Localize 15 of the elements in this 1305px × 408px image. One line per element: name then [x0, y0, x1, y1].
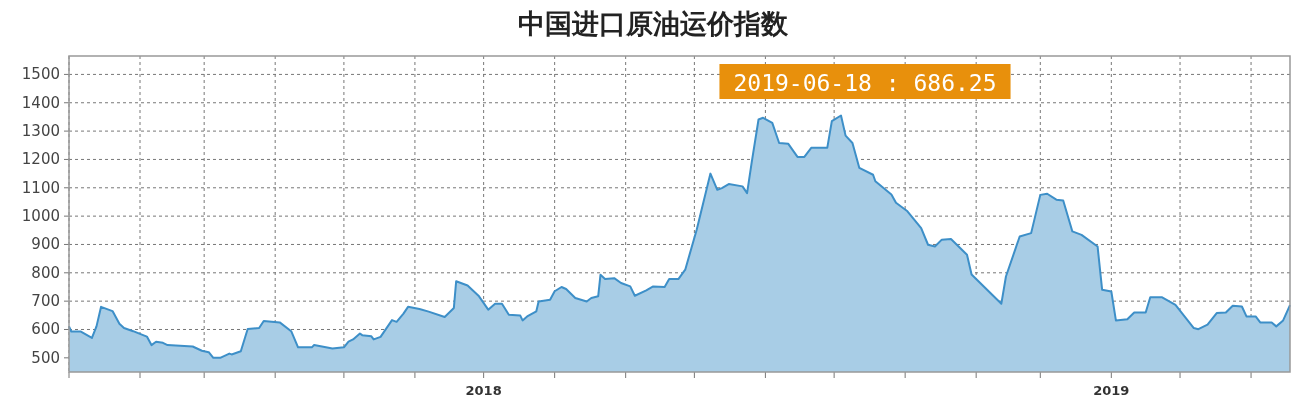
- y-tick-label: 800: [31, 263, 60, 282]
- x-tick-label: 2019: [1093, 383, 1130, 398]
- chart-title: 中国进口原油运价指数: [517, 8, 789, 39]
- y-tick-label: 900: [31, 235, 60, 254]
- y-tick-label: 1000: [21, 207, 60, 226]
- y-tick-label: 1200: [21, 150, 60, 169]
- y-tick-label: 1500: [21, 65, 60, 84]
- annotation: 2019-06-18 : 686.25: [733, 70, 997, 96]
- y-tick-label: 1300: [21, 122, 60, 141]
- y-tick-label: 1400: [21, 93, 60, 112]
- y-tick-label: 500: [31, 348, 60, 367]
- x-tick-label: 2018: [465, 383, 502, 398]
- y-tick-label: 700: [31, 292, 60, 311]
- y-tick-label: 600: [31, 320, 60, 339]
- y-tick-label: 1100: [21, 178, 60, 197]
